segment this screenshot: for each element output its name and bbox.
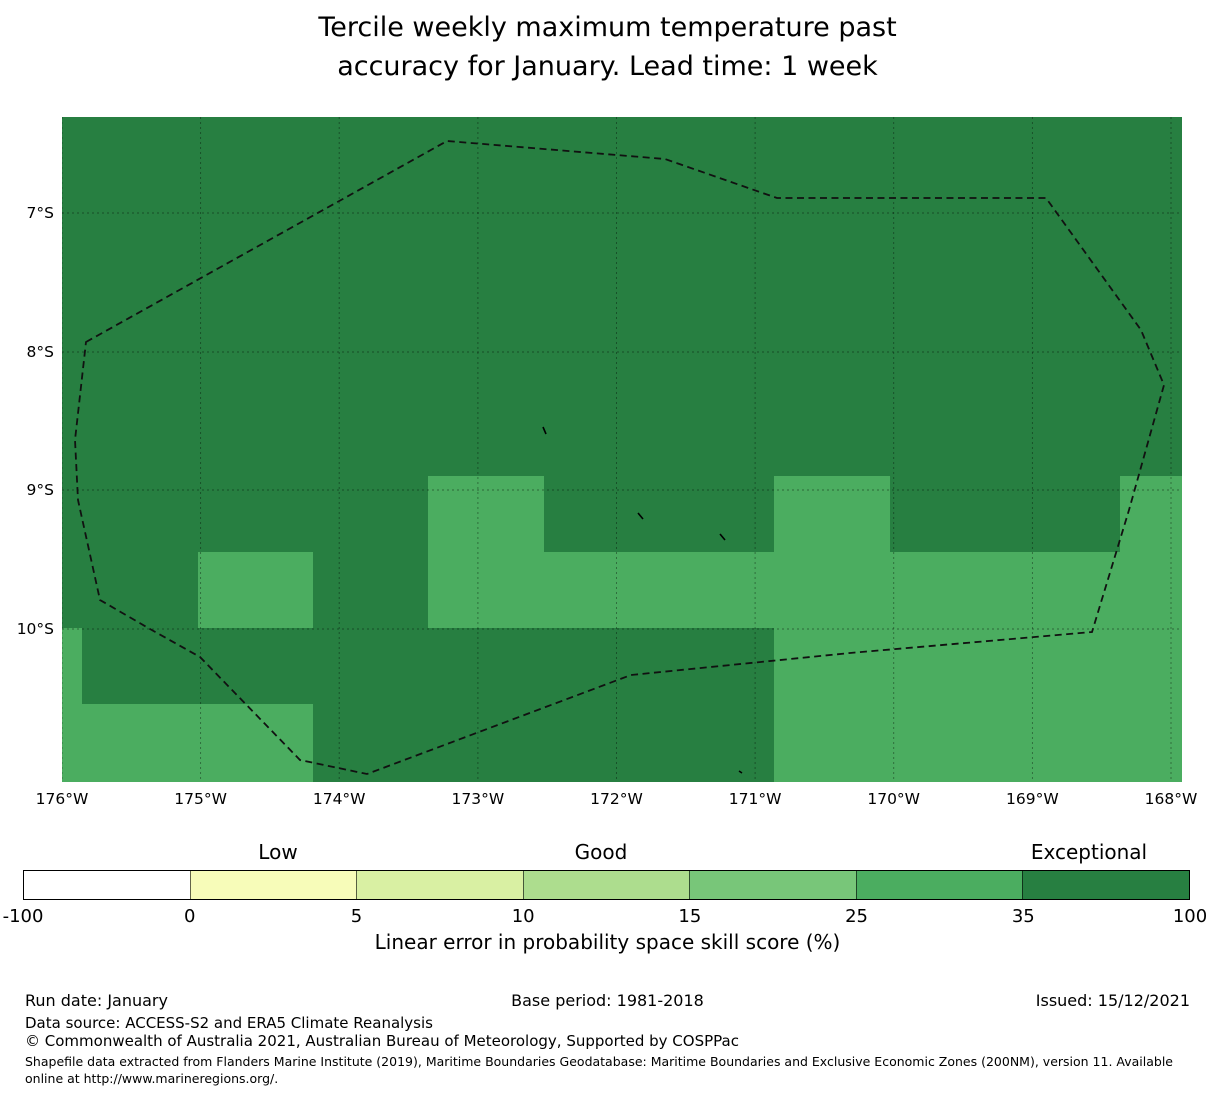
colorbar-tick-label: 25 <box>845 906 869 927</box>
eez-boundary-line <box>74 140 1165 775</box>
colorbar-tick-label: -100 <box>2 906 44 927</box>
x-axis-tick-label: 169°W <box>1006 790 1059 808</box>
footer-issued: Issued: 15/12/2021 <box>1035 991 1190 1010</box>
map-overlay-svg <box>62 117 1182 782</box>
colorbar-zone-label: Low <box>258 840 298 864</box>
chart-title: Tercile weekly maximum temperature past … <box>0 8 1215 86</box>
footer-data-source: Data source: ACCESS-S2 and ERA5 Climate … <box>25 1014 433 1032</box>
footer-run-date: Run date: January <box>25 991 168 1010</box>
colorbar-tick-label: 5 <box>350 906 363 927</box>
island-mark <box>637 512 644 520</box>
colorbar-segment <box>189 871 357 899</box>
map-cell-25-35 <box>82 704 313 782</box>
map-cell-25-35 <box>428 552 1182 628</box>
y-axis-tick-label: 9°S <box>26 481 54 499</box>
footer-copyright: © Commonwealth of Australia 2021, Austra… <box>25 1032 739 1050</box>
island-mark <box>542 426 547 435</box>
colorbar-segment <box>689 871 856 899</box>
map-cell-25-35 <box>1120 476 1182 552</box>
x-axis-tick-label: 173°W <box>451 790 505 808</box>
map-cell-25-35 <box>428 476 544 552</box>
x-axis-tick-label: 174°W <box>312 790 366 808</box>
colorbar-tick-label: 15 <box>678 906 702 927</box>
colorbar-tick-label: 35 <box>1011 906 1035 927</box>
footer-base-period: Base period: 1981-2018 <box>511 991 704 1010</box>
colorbar-tick-label: 100 <box>1172 906 1208 927</box>
y-axis-tick-label: 10°S <box>16 620 54 638</box>
colorbar-segment <box>855 871 1023 899</box>
y-axis-tick-label: 7°S <box>26 204 54 222</box>
colorbar <box>23 870 1190 900</box>
x-axis-tick-label: 175°W <box>174 790 227 808</box>
chart-title-line2: accuracy for January. Lead time: 1 week <box>337 51 878 82</box>
map-cell-25-35 <box>62 628 82 782</box>
island-mark <box>719 533 726 541</box>
colorbar-segment <box>1022 871 1190 899</box>
colorbar-zone-label: Exceptional <box>1030 840 1148 864</box>
colorbar-segment <box>24 871 190 899</box>
x-axis-tick-label: 168°W <box>1144 790 1198 808</box>
island-mark <box>738 770 743 774</box>
colorbar-tick-label: 0 <box>183 906 196 927</box>
colorbar-zone-label: Good <box>574 840 628 864</box>
map-cell-25-35 <box>198 552 313 628</box>
chart-title-line1: Tercile weekly maximum temperature past <box>318 12 897 43</box>
x-axis-tick-label: 176°W <box>35 790 89 808</box>
colorbar-tick-label: 10 <box>511 906 535 927</box>
map-cell-25-35 <box>774 476 890 552</box>
x-axis-tick-label: 172°W <box>590 790 643 808</box>
colorbar-segment <box>522 871 690 899</box>
footer-shapefile-note: Shapefile data extracted from Flanders M… <box>25 1054 1173 1086</box>
y-axis-tick-label: 8°S <box>26 343 54 361</box>
colorbar-segment <box>356 871 523 899</box>
x-axis-tick-label: 171°W <box>728 790 782 808</box>
x-axis-tick-label: 170°W <box>867 790 921 808</box>
map-plot <box>62 117 1182 782</box>
colorbar-caption: Linear error in probability space skill … <box>374 930 841 954</box>
